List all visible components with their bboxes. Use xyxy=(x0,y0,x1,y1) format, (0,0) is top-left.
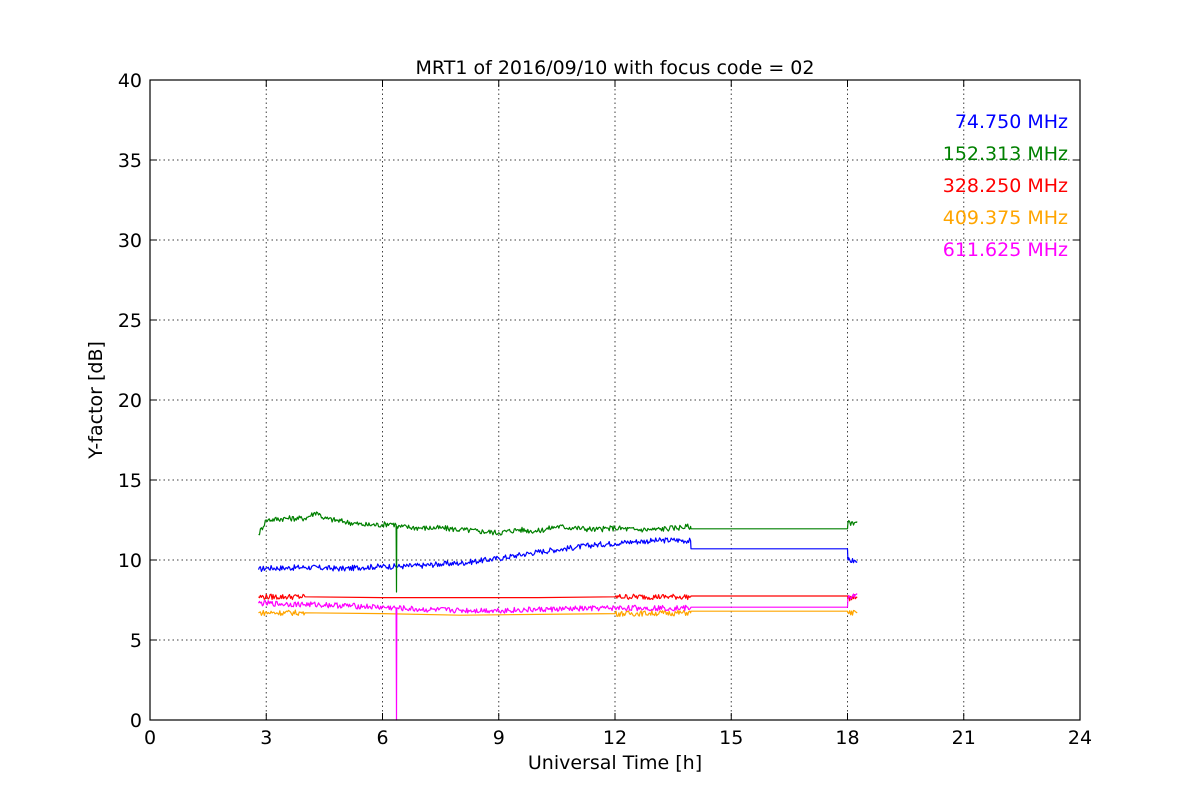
legend-entry: 328.250 MHz xyxy=(943,175,1068,197)
x-tick-label: 15 xyxy=(719,727,743,749)
y-tick-label: 15 xyxy=(118,470,142,492)
series-line-409-375-mhz xyxy=(258,609,858,617)
x-tick-label: 21 xyxy=(952,727,976,749)
series-line-74-750-mhz xyxy=(257,537,858,572)
legend-entry: 74.750 MHz xyxy=(955,111,1068,133)
y-tick-label: 35 xyxy=(118,150,142,172)
x-tick-label: 0 xyxy=(144,727,156,749)
y-axis-label: Y-factor [dB] xyxy=(85,341,107,460)
grid-lines xyxy=(150,80,1080,720)
x-axis-label: Universal Time [h] xyxy=(528,752,702,774)
chart-title: MRT1 of 2016/09/10 with focus code = 02 xyxy=(416,57,815,79)
y-tick-label: 20 xyxy=(118,390,142,412)
series-line-152-313-mhz xyxy=(258,511,858,593)
plot-series xyxy=(257,511,858,721)
x-tick-label: 18 xyxy=(835,727,859,749)
y-tick-label: 25 xyxy=(118,310,142,332)
x-tick-label: 9 xyxy=(493,727,505,749)
legend: 74.750 MHz 152.313 MHz 328.250 MHz 409.375 … xyxy=(943,111,1068,261)
axis-ticks: 0 3 6 9 12 15 18 21 24 0 5 10 15 20 25 30 35 40 xyxy=(118,70,1092,749)
y-tick-label: 0 xyxy=(130,710,142,732)
x-tick-label: 24 xyxy=(1068,727,1092,749)
legend-entry: 152.313 MHz xyxy=(943,143,1068,165)
legend-entry: 409.375 MHz xyxy=(943,207,1068,229)
y-tick-label: 10 xyxy=(118,550,142,572)
y-tick-label: 40 xyxy=(118,70,142,92)
x-tick-label: 12 xyxy=(603,727,627,749)
y-tick-label: 5 xyxy=(130,630,142,652)
y-tick-label: 30 xyxy=(118,230,142,252)
series-line-611-625-mhz xyxy=(257,593,858,721)
x-tick-label: 6 xyxy=(376,727,388,749)
x-tick-label: 3 xyxy=(260,727,272,749)
legend-entry: 611.625 MHz xyxy=(943,239,1068,261)
series-line-328-250-mhz xyxy=(258,593,858,602)
